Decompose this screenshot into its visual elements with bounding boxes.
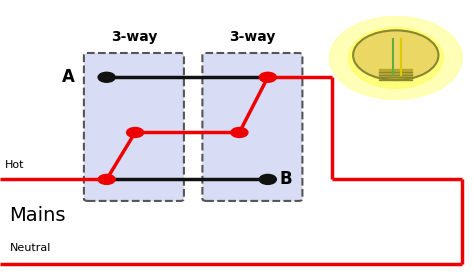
FancyBboxPatch shape xyxy=(202,53,302,201)
Circle shape xyxy=(259,72,276,82)
Ellipse shape xyxy=(348,28,443,88)
Circle shape xyxy=(231,128,248,137)
Circle shape xyxy=(98,174,115,184)
Circle shape xyxy=(98,72,115,82)
FancyBboxPatch shape xyxy=(84,53,184,201)
Text: Hot: Hot xyxy=(5,160,24,170)
Text: 3-way: 3-way xyxy=(111,30,157,44)
Text: Mains: Mains xyxy=(9,206,66,225)
Text: 3-way: 3-way xyxy=(229,30,275,44)
Text: B: B xyxy=(280,170,292,189)
Ellipse shape xyxy=(329,17,462,99)
Text: A: A xyxy=(62,68,74,86)
Text: Neutral: Neutral xyxy=(9,243,51,253)
Bar xyxy=(379,69,412,80)
Circle shape xyxy=(353,30,438,80)
Circle shape xyxy=(259,174,276,184)
Circle shape xyxy=(127,128,144,137)
